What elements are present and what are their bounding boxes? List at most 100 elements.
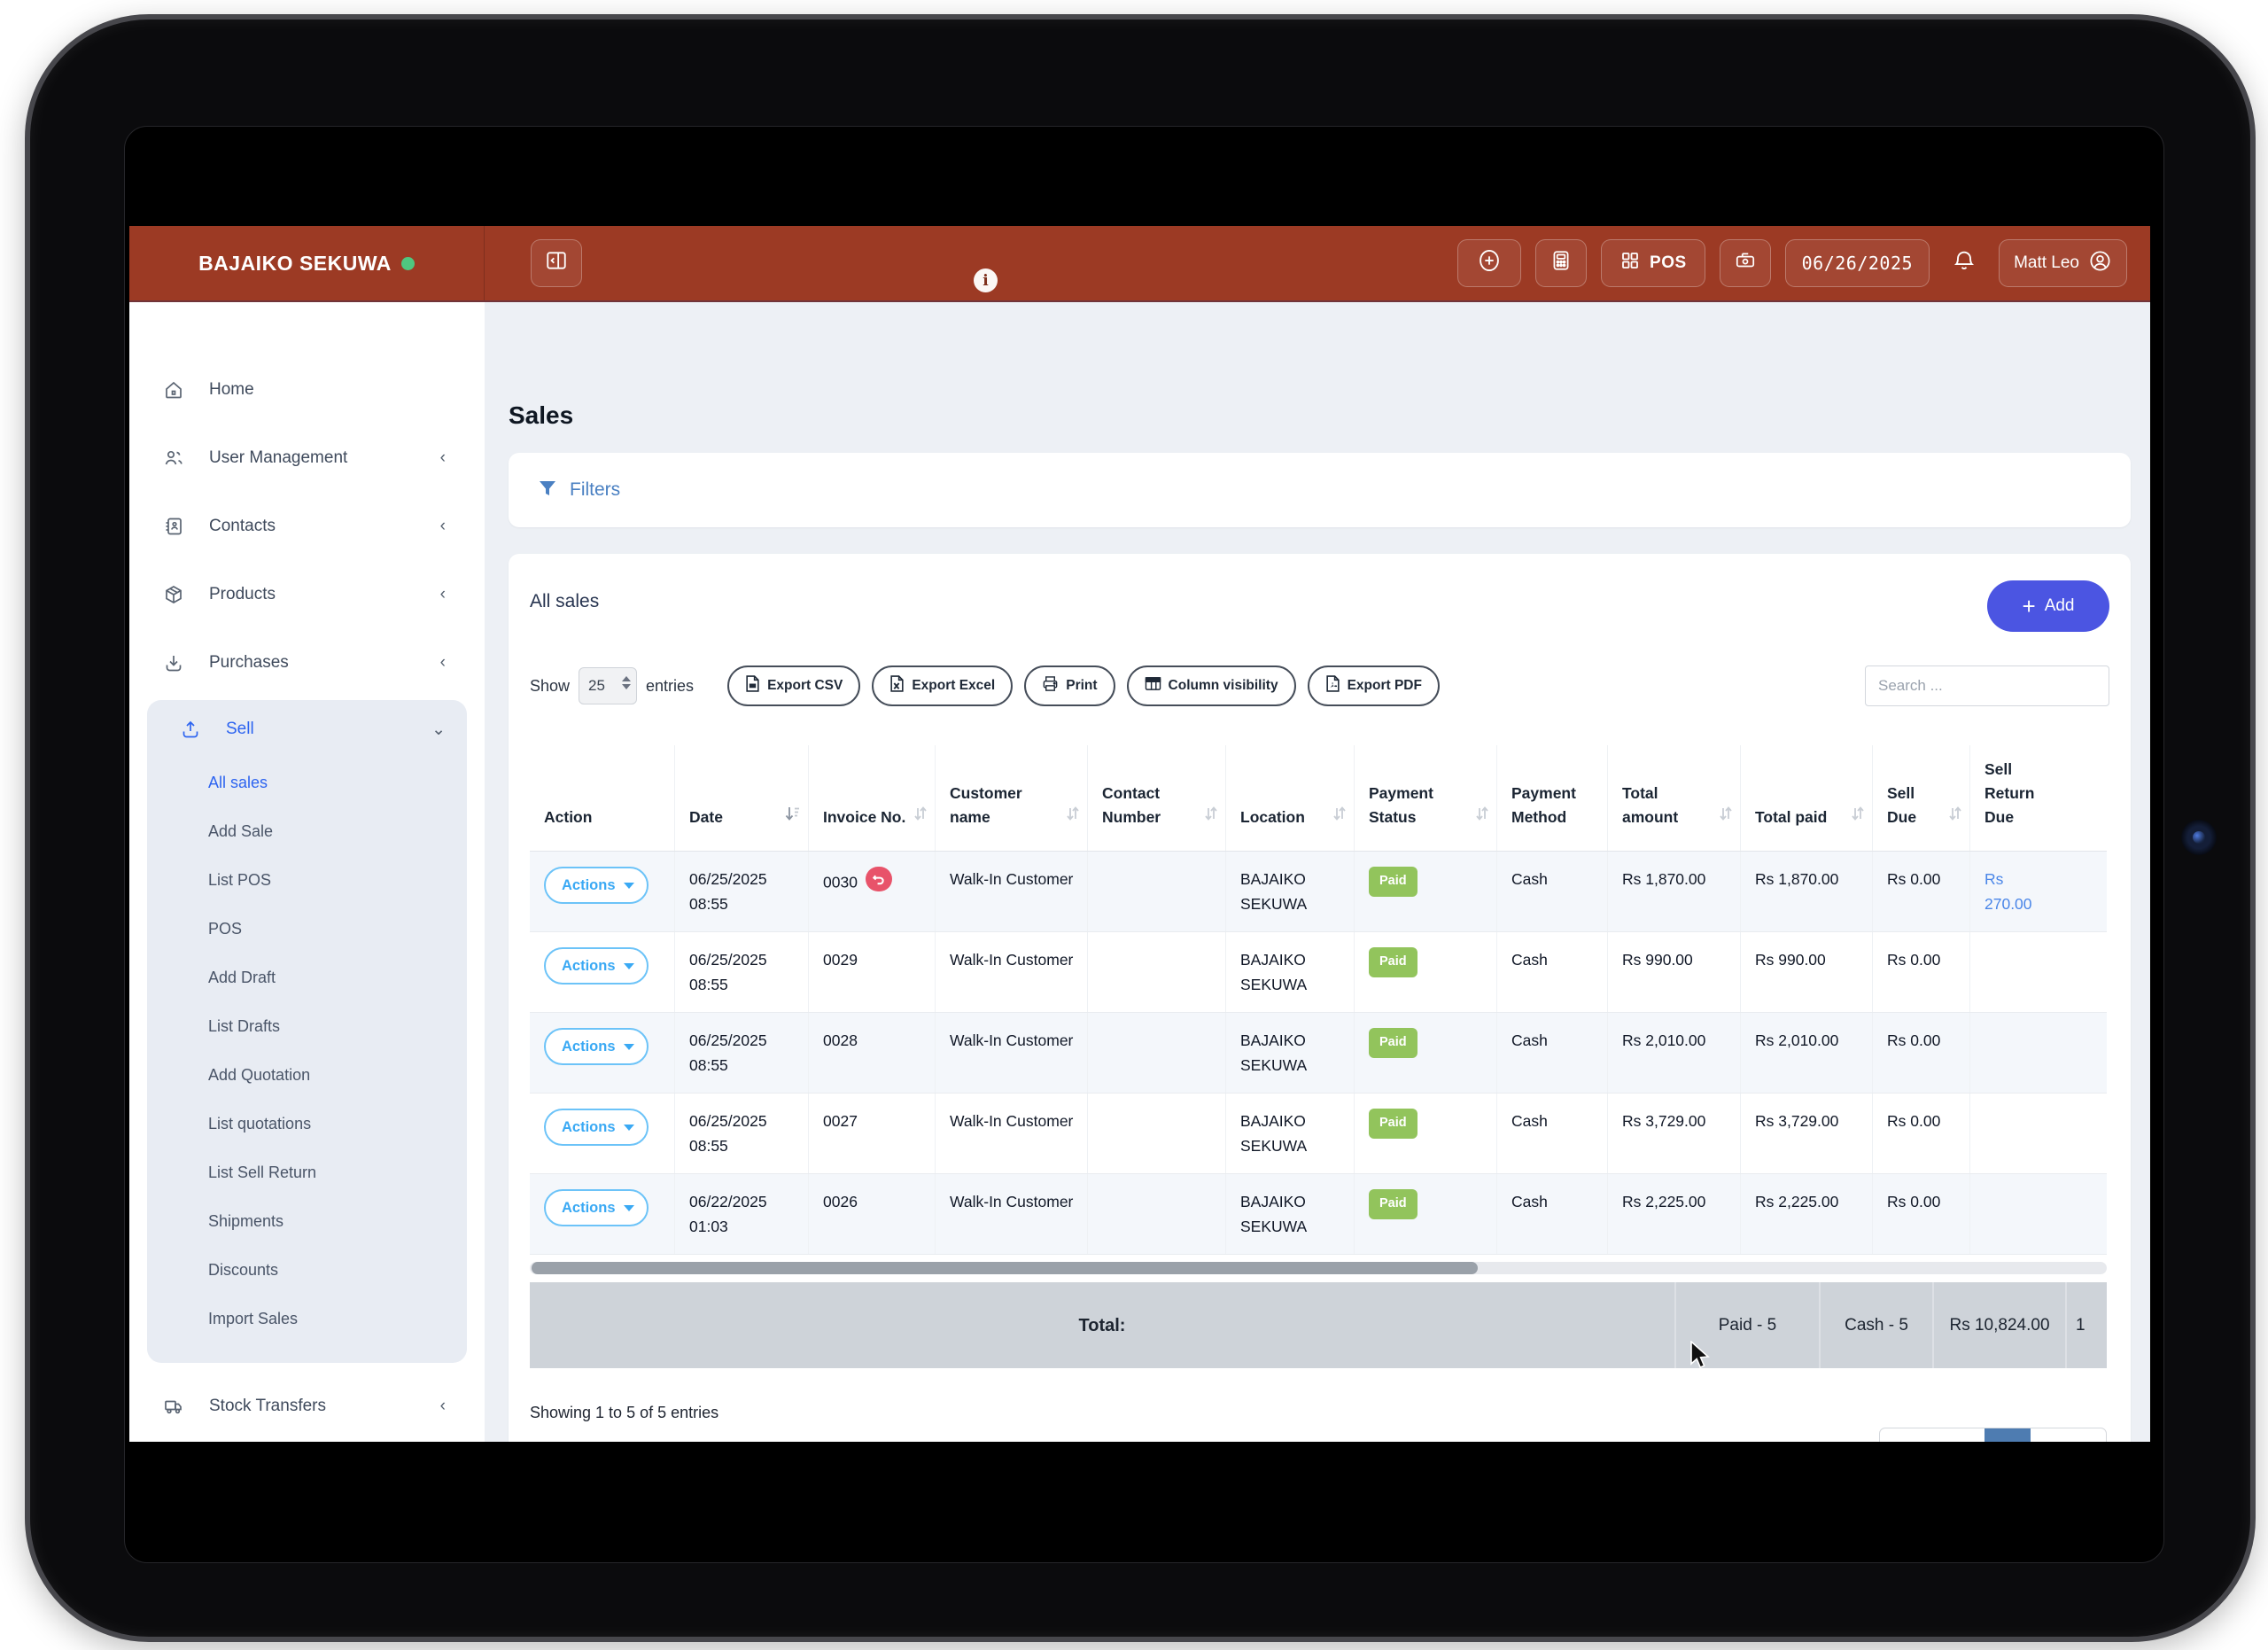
column-header-customer[interactable]: Customer name	[935, 745, 1087, 852]
cash-register-icon	[1734, 249, 1757, 277]
column-header-invoice[interactable]: Invoice No.	[808, 745, 935, 852]
row-actions-button[interactable]: Actions	[544, 1109, 649, 1147]
sidebar-item-home[interactable]: Home	[129, 355, 485, 424]
entries-select[interactable]: 25	[579, 667, 638, 704]
sidebar-subitem-list-pos[interactable]: List POS	[208, 871, 272, 889]
sidebar-subitem-shipments[interactable]: Shipments	[208, 1212, 284, 1230]
sidebar-item-sell[interactable]: Sell ⌄	[147, 700, 467, 759]
search-input[interactable]	[1865, 665, 2109, 706]
column-header-payment-status[interactable]: Payment Status	[1354, 745, 1496, 852]
export-pdf-label: Export PDF	[1347, 678, 1422, 693]
table-header-row: Action Date Invoice No. Customer name Co…	[530, 745, 2107, 852]
sell-return-due-link[interactable]: Rs 270.00	[1984, 870, 2032, 914]
cell-contact	[1087, 1013, 1225, 1094]
horizontal-scrollbar[interactable]	[530, 1262, 2107, 1275]
sidebar-subitem-add-draft[interactable]: Add Draft	[208, 969, 276, 986]
pagination-next[interactable]: Next	[2031, 1428, 2106, 1442]
cell-total-amount: Rs 2,010.00	[1607, 1013, 1740, 1094]
add-button-label: Add	[2044, 596, 2075, 615]
filters-panel[interactable]: Filters	[509, 453, 2131, 527]
export-excel-label: Export Excel	[912, 678, 996, 693]
sidebar-item-label: Sell	[226, 720, 254, 738]
sidebar-item-products[interactable]: Products ‹	[129, 560, 485, 628]
brand-name: BAJAIKO SEKUWA	[198, 251, 392, 275]
box-icon	[163, 584, 184, 605]
column-header-payment-method: Payment Method	[1496, 745, 1607, 852]
add-button[interactable]: + Add	[1987, 580, 2109, 632]
row-actions-button[interactable]: Actions	[544, 1028, 649, 1066]
sidebar-item-label: Contacts	[209, 516, 276, 535]
cash-register-button[interactable]	[1719, 239, 1771, 287]
column-header-contact[interactable]: Contact Number	[1087, 745, 1225, 852]
sidebar-item-stock-adjustment[interactable]: Stock Adjustment ‹	[129, 1440, 485, 1442]
export-pdf-button[interactable]: Export PDF	[1307, 665, 1440, 706]
info-icon[interactable]: i	[974, 269, 998, 292]
cell-payment-method: Cash	[1496, 932, 1607, 1013]
show-label: Show	[530, 676, 571, 695]
cell-total-paid: Rs 990.00	[1740, 932, 1872, 1013]
sell-return-badge-icon	[865, 867, 892, 892]
sort-icon	[1327, 805, 1347, 829]
column-visibility-button[interactable]: Column visibility	[1126, 665, 1296, 706]
date-display[interactable]: 06/26/2025	[1784, 239, 1930, 287]
column-header-sell-due[interactable]: Sell Due	[1872, 745, 1969, 852]
sidebar-subitem-list-sell-return[interactable]: List Sell Return	[208, 1164, 317, 1181]
cell-sell-due: Rs 0.00	[1872, 1013, 1969, 1094]
table-row: Actions 06/25/2025 08:55 0029 Walk-In Cu…	[530, 932, 2107, 1014]
cell-sell-due: Rs 0.00	[1872, 1094, 1969, 1174]
sidebar-subitem-all-sales[interactable]: All sales	[208, 774, 268, 791]
calculator-button[interactable]	[1535, 239, 1588, 287]
card-title: All sales	[530, 591, 600, 611]
footer-cash-summary: Cash - 5	[1819, 1282, 1932, 1369]
scrollbar-thumb[interactable]	[532, 1262, 1478, 1275]
sidebar-item-purchases[interactable]: Purchases ‹	[129, 628, 485, 697]
sidebar-subitem-discounts[interactable]: Discounts	[208, 1261, 279, 1279]
sidebar-item-stock-transfers[interactable]: Stock Transfers ‹	[129, 1372, 485, 1440]
user-menu-button[interactable]: Matt Leo	[1999, 239, 2127, 287]
row-actions-button[interactable]: Actions	[544, 947, 649, 985]
sidebar: Home User Management ‹ Contacts	[129, 302, 485, 1442]
sidebar-subitem-import-sales[interactable]: Import Sales	[208, 1310, 299, 1327]
pagination-page-1[interactable]: 1	[1984, 1428, 2031, 1442]
filter-funnel-icon	[537, 478, 558, 503]
cell-date: 06/25/2025 08:55	[674, 1094, 808, 1174]
main-content: Sales Filters All sales + Add	[485, 302, 2150, 1442]
export-excel-button[interactable]: Export Excel	[872, 665, 1014, 706]
row-actions-button[interactable]: Actions	[544, 1189, 649, 1227]
cell-location: BAJAIKO SEKUWA	[1225, 1174, 1354, 1255]
sidebar-toggle-button[interactable]	[531, 239, 582, 287]
column-header-date[interactable]: Date	[674, 745, 808, 852]
pagination-previous[interactable]: Previous	[1880, 1428, 1984, 1442]
sidebar-subitem-list-drafts[interactable]: List Drafts	[208, 1017, 281, 1035]
cell-sell-return-due	[1969, 1094, 2107, 1174]
sidebar-item-contacts[interactable]: Contacts ‹	[129, 492, 485, 560]
sidebar-subitem-add-sale[interactable]: Add Sale	[208, 822, 274, 840]
table-row: Actions 06/25/2025 08:55 0030 Walk-In Cu…	[530, 852, 2107, 933]
notifications-button[interactable]	[1944, 239, 1984, 287]
column-header-total-paid[interactable]: Total paid	[1740, 745, 1872, 852]
cell-date: 06/25/2025 08:55	[674, 852, 808, 932]
caret-down-icon	[623, 1124, 634, 1131]
tablet-screen: BAJAIKO SEKUWA i	[124, 126, 2164, 1563]
column-header-location[interactable]: Location	[1225, 745, 1354, 852]
add-quick-button[interactable]	[1457, 239, 1522, 287]
sort-icon	[1713, 805, 1733, 829]
export-csv-button[interactable]: Export CSV	[727, 665, 861, 706]
cell-date: 06/25/2025 08:55	[674, 932, 808, 1013]
pos-button[interactable]: POS	[1601, 239, 1705, 287]
top-navbar: BAJAIKO SEKUWA i	[129, 226, 2150, 302]
column-header-total-amount[interactable]: Total amount	[1607, 745, 1740, 852]
cell-payment-status: Paid	[1354, 932, 1496, 1013]
sidebar-subitem-add-quotation[interactable]: Add Quotation	[208, 1066, 311, 1084]
sidebar-item-label: Home	[209, 379, 254, 399]
calculator-icon	[1550, 249, 1573, 277]
sort-icon	[1470, 805, 1489, 829]
user-circle-icon	[2088, 249, 2112, 278]
row-actions-button[interactable]: Actions	[544, 867, 649, 905]
sidebar-subitem-pos[interactable]: POS	[208, 920, 243, 938]
sidebar-subitem-list-quotations[interactable]: List quotations	[208, 1115, 312, 1132]
sidebar-item-user-management[interactable]: User Management ‹	[129, 424, 485, 492]
print-button[interactable]: Print	[1024, 665, 1115, 706]
cell-payment-status: Paid	[1354, 1094, 1496, 1174]
chevron-down-icon: ⌄	[431, 720, 446, 739]
